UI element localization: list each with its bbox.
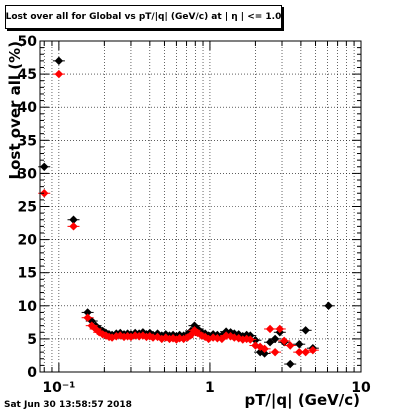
y-tick-label: 40: [18, 100, 38, 116]
y-tick-label: 0: [27, 365, 37, 381]
data-point: [161, 333, 170, 342]
data-point: [246, 335, 255, 344]
data-point: [324, 301, 333, 310]
y-axis-label: Lost over all (%): [6, 41, 24, 179]
data-point: [54, 56, 64, 66]
x-tick-label: 10: [351, 380, 371, 396]
data-point: [286, 341, 295, 350]
data-point: [126, 332, 136, 342]
y-tick-label: 15: [18, 266, 37, 282]
data-point: [295, 339, 304, 349]
data-point: [54, 69, 64, 79]
data-point: [40, 162, 49, 171]
data-point: [83, 313, 92, 322]
data-point: [279, 336, 289, 346]
y-tick-label: 5: [27, 332, 37, 348]
axis-ticks: [40, 40, 362, 373]
data-points: [38, 56, 335, 369]
y-tick-label: 50: [18, 34, 38, 50]
data-point: [69, 222, 78, 231]
data-point: [251, 336, 260, 345]
y-tick-label: 20: [18, 233, 38, 249]
x-tick-labels: 10⁻¹ 1 10: [42, 380, 371, 396]
data-point: [301, 347, 310, 357]
data-point: [295, 347, 304, 357]
data-point: [270, 347, 280, 357]
y-tick-label: 10: [18, 299, 38, 315]
data-point: [265, 324, 275, 334]
x-axis-label: pT/|q| (GeV/c): [244, 391, 360, 410]
y-tick-labels: 0 5 10 15 20 25 30 35 40 45 50: [18, 34, 38, 381]
data-point: [101, 331, 111, 340]
x-tick-label: 10⁻¹: [42, 380, 75, 396]
data-point: [197, 331, 206, 340]
data-point: [260, 344, 269, 354]
data-point: [40, 189, 49, 198]
x-tick-label: 1: [205, 380, 215, 396]
data-point: [308, 345, 318, 355]
y-tick-label: 30: [18, 166, 38, 182]
data-point: [83, 308, 92, 317]
y-tick-label: 35: [18, 133, 37, 149]
timestamp: Sat Jun 30 13:58:57 2018: [4, 400, 132, 410]
data-point: [69, 215, 78, 224]
data-point: [172, 335, 181, 344]
data-point: [286, 359, 295, 369]
chart-title: Lost over all for Global vs pT/|q| (GeV/…: [5, 12, 282, 22]
y-tick-label: 25: [18, 200, 37, 216]
data-point: [301, 326, 310, 335]
chart-title-box: Lost over all for Global vs pT/|q| (GeV/…: [5, 5, 282, 29]
data-point: [270, 334, 280, 344]
data-point: [275, 324, 284, 334]
data-point: [260, 349, 269, 358]
y-tick-label: 45: [18, 67, 37, 83]
grid-lines: [40, 41, 361, 372]
